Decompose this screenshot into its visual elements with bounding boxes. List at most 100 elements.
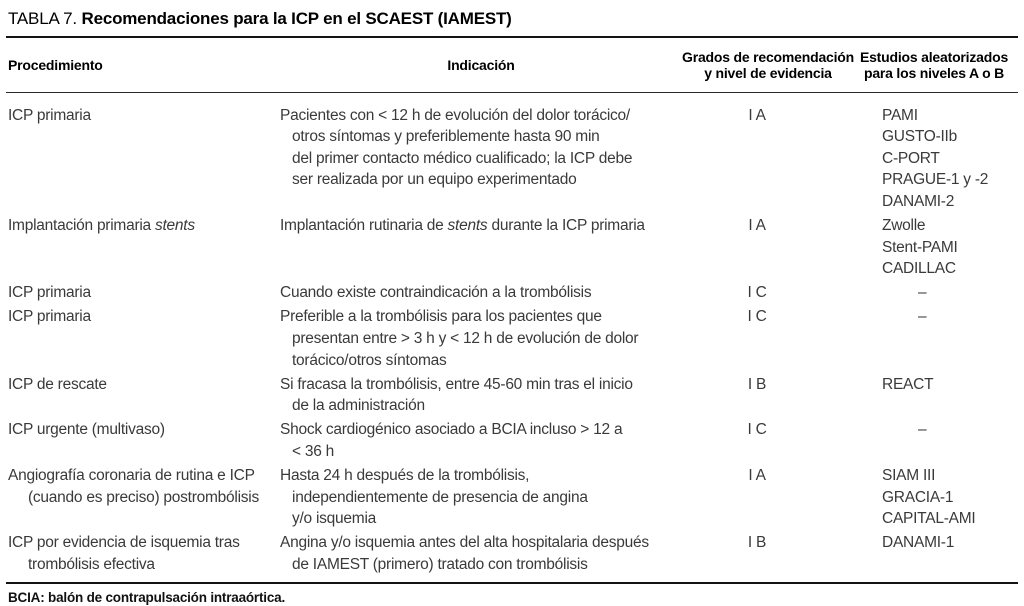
estudio-value: – (918, 284, 927, 302)
estudio-value: – (918, 421, 927, 439)
cell-grado-evidencia: I B (682, 374, 854, 417)
cell-estudios: Zwolle Stent-PAMI CADILLAC (854, 215, 1014, 280)
cell-procedimiento: Angiografía coronaria de rutina e ICP (cu… (6, 465, 280, 530)
procedimiento-line: ICP de rescate (8, 375, 107, 393)
column-header-grados: Grados de recomendación y nivel de evide… (682, 49, 854, 82)
cell-indicacion: Preferible a la trombólisis para los pac… (280, 306, 682, 371)
procedimiento-line: ICP por evidencia de isquemia tras (8, 534, 240, 552)
estudio-value: – (918, 308, 927, 326)
indicacion-line: presentan entre > 3 h y < 12 h de evoluc… (292, 329, 639, 347)
cell-indicacion: Cuando existe contraindicación a la trom… (280, 282, 682, 304)
table-title: TABLA 7. Recomendaciones para la ICP en … (6, 0, 1018, 36)
estudio-value: DANAMI-2 (882, 192, 955, 210)
table-title-text: Recomendaciones para la ICP en el SCAEST… (81, 9, 512, 28)
column-header-grados-line2: y nivel de evidencia (704, 65, 832, 81)
cell-estudios: – (854, 419, 1014, 462)
procedimiento-line: Angiografía coronaria de rutina e ICP (8, 467, 255, 484)
procedimiento-line: ICP urgente (multivaso) (8, 421, 165, 439)
cell-indicacion: Angina y/o isquemia antes del alta hospi… (280, 532, 682, 575)
table-row: ICP por evidencia de isquemia tras trombó… (6, 530, 1018, 576)
cell-indicacion: Si fracasa la trombólisis, entre 45-60 m… (280, 374, 682, 417)
grado-value: I A (748, 106, 766, 124)
indicacion-line: Angina y/o isquemia antes del alta hospi… (280, 534, 649, 552)
column-header-grados-line1: Grados de recomendación (682, 48, 855, 65)
cell-indicacion: Implantación rutinaria de stents durante… (280, 215, 682, 280)
procedimiento-line: Implantación primaria stents (8, 216, 195, 234)
estudio-value: GRACIA-1 (882, 488, 954, 506)
procedimiento-line: ICP primaria (8, 308, 91, 326)
procedimiento-line: ICP primaria (8, 284, 91, 302)
estudio-value: CAPITAL-AMI (882, 510, 976, 528)
table-body: ICP primaria Pacientes con < 12 h de evol… (6, 93, 1018, 582)
column-header-estudios-line1: Estudios aleatorizados (859, 48, 1009, 65)
cell-grado-evidencia: I A (682, 215, 854, 280)
table-row: ICP primaria Cuando existe contraindicaci… (6, 280, 1018, 304)
cell-procedimiento: Implantación primaria stents (6, 215, 280, 280)
cell-procedimiento: ICP de rescate (6, 374, 280, 417)
estudio-value: Zwolle (882, 216, 926, 234)
cell-grado-evidencia: I C (682, 306, 854, 371)
procedimiento-line: ICP primaria (8, 106, 91, 124)
table-number: TABLA 7. (8, 9, 77, 28)
indicacion-line: Si fracasa la trombólisis, entre 45-60 m… (280, 375, 633, 393)
cell-procedimiento: ICP primaria (6, 306, 280, 371)
estudio-value: GUSTO-IIb (882, 128, 957, 146)
cell-grado-evidencia: I C (682, 282, 854, 304)
table-row: ICP de rescate Si fracasa la trombólisis,… (6, 371, 1018, 417)
cell-procedimiento: ICP primaria (6, 105, 280, 213)
procedimiento-line: (cuando es preciso) postrombólisis (28, 488, 259, 506)
title-divider (6, 36, 1018, 38)
indicacion-line: Shock cardiogénico asociado a BCIA inclu… (280, 421, 623, 439)
procedimiento-line: trombólisis efectiva (28, 555, 155, 573)
column-header-estudios-line2: para los niveles A o B (863, 65, 1005, 81)
table-header-row: Procedimiento Indicación Grados de recom… (6, 38, 1018, 92)
grado-value: I A (748, 467, 766, 484)
estudio-value: SIAM III (882, 467, 936, 484)
cell-estudios: PAMI GUSTO-IIb C-PORT PRAGUE-1 y -2 DANAMI-2 (854, 105, 1014, 213)
estudio-value: CADILLAC (882, 260, 956, 278)
table-row: ICP urgente (multivaso) Shock cardiogénic… (6, 417, 1018, 463)
estudio-value: PAMI (882, 106, 918, 124)
cell-grado-evidencia: I B (682, 532, 854, 575)
indicacion-line: otros síntomas y preferiblemente hasta 9… (292, 128, 600, 146)
grado-value: I C (747, 284, 767, 302)
grado-value: I C (747, 308, 767, 326)
cell-procedimiento: ICP urgente (multivaso) (6, 419, 280, 462)
cell-grado-evidencia: I A (682, 105, 854, 213)
column-header-indicacion: Indicación (447, 56, 515, 73)
cell-procedimiento: ICP primaria (6, 282, 280, 304)
table-row: Angiografía coronaria de rutina e ICP (cu… (6, 463, 1018, 530)
indicacion-line: y/o isquemia (292, 510, 377, 528)
table-row: ICP primaria Preferible a la trombólisis … (6, 304, 1018, 371)
header-divider (6, 92, 1018, 93)
table-row: Implantación primaria stents Implantación… (6, 212, 1018, 279)
indicacion-line: < 36 h (292, 442, 335, 460)
estudio-value: DANAMI-1 (882, 534, 955, 552)
cell-indicacion: Hasta 24 h después de la trombólisis, ind… (280, 465, 682, 530)
grado-value: I C (747, 421, 767, 439)
grado-value: I B (747, 534, 767, 552)
cell-indicacion: Shock cardiogénico asociado a BCIA inclu… (280, 419, 682, 462)
table-footnote: BCIA: balón de contrapulsación intraaórt… (8, 590, 285, 606)
cell-grado-evidencia: I A (682, 465, 854, 530)
column-header-estudios: Estudios aleatorizados para los niveles … (854, 49, 1014, 82)
indicacion-line: del primer contacto médico cualificado; … (292, 149, 633, 167)
grado-value: I A (748, 216, 766, 234)
bottom-divider (6, 582, 1018, 585)
indicacion-line: de la administración (292, 397, 425, 415)
grado-value: I B (747, 375, 767, 393)
indicacion-line: Cuando existe contraindicación a la trom… (280, 284, 592, 302)
indicacion-line: de IAMEST (primero) tratado con trombóli… (292, 555, 588, 573)
estudio-value: REACT (882, 375, 934, 393)
estudio-value: PRAGUE-1 y -2 (882, 171, 989, 189)
estudio-value: Stent-PAMI (882, 238, 958, 256)
table-row: ICP primaria Pacientes con < 12 h de evol… (6, 102, 1018, 212)
indicacion-line: Preferible a la trombólisis para los pac… (280, 308, 602, 326)
indicacion-line: Hasta 24 h después de la trombólisis, (280, 467, 530, 484)
cell-estudios: REACT (854, 374, 1014, 417)
estudio-value: C-PORT (882, 149, 940, 167)
cell-grado-evidencia: I C (682, 419, 854, 462)
cell-estudios: – (854, 282, 1014, 304)
cell-estudios: SIAM III GRACIA-1 CAPITAL-AMI (854, 465, 1014, 530)
